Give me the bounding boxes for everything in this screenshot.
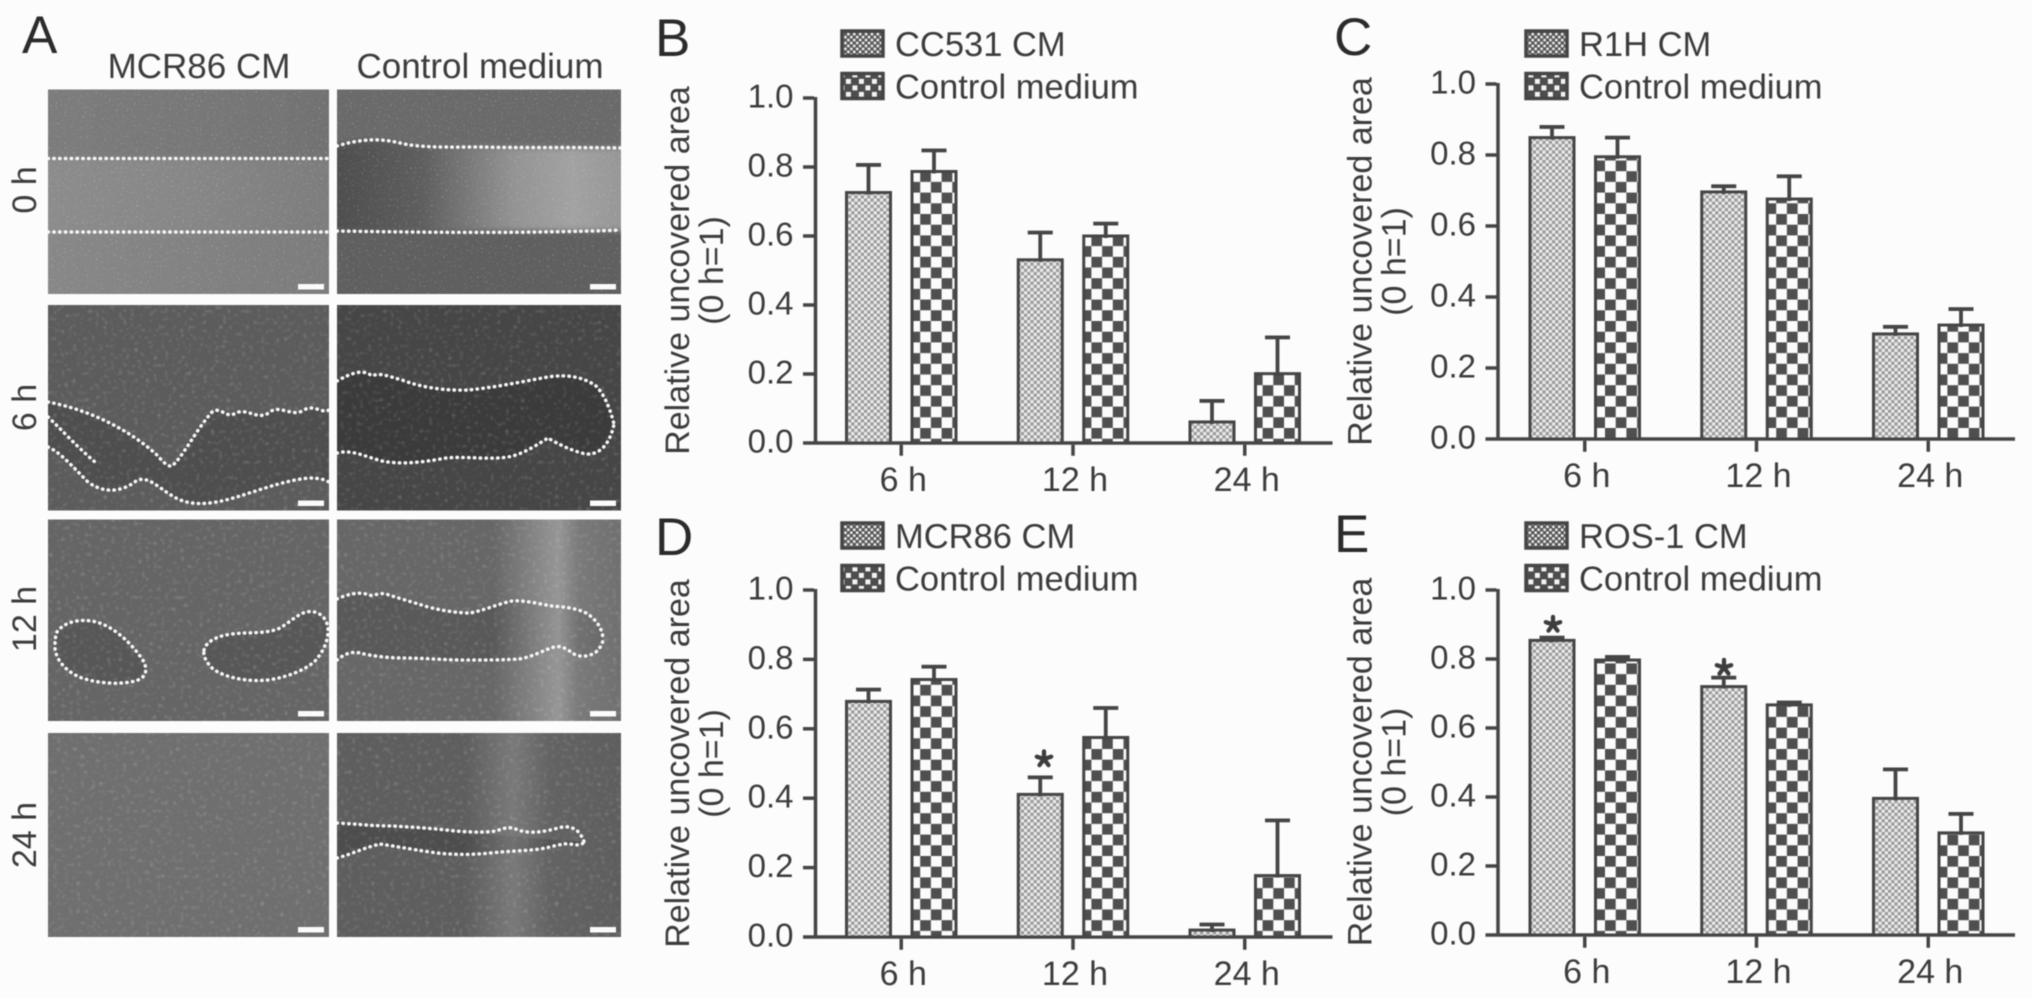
svg-text:0.0: 0.0	[1430, 419, 1476, 456]
svg-text:6 h: 6 h	[880, 461, 927, 499]
svg-text:(0 h=1): (0 h=1)	[1376, 708, 1414, 817]
svg-text:Control medium: Control medium	[356, 47, 603, 86]
svg-text:24 h: 24 h	[1214, 955, 1280, 993]
svg-text:1.0: 1.0	[748, 78, 794, 115]
svg-text:6 h: 6 h	[880, 955, 927, 993]
svg-text:(0 h=1): (0 h=1)	[693, 216, 731, 325]
svg-text:12 h: 12 h	[1725, 953, 1791, 991]
svg-text:0.4: 0.4	[1430, 777, 1476, 814]
svg-text:CC531 CM: CC531 CM	[895, 26, 1066, 64]
svg-text:MCR86 CM: MCR86 CM	[108, 47, 291, 86]
svg-text:ROS-1 CM: ROS-1 CM	[1579, 518, 1748, 556]
svg-text:A: A	[22, 6, 58, 65]
svg-text:MCR86 CM: MCR86 CM	[895, 518, 1075, 556]
svg-text:Relative uncovered area: Relative uncovered area	[659, 86, 697, 455]
svg-text:(0 h=1): (0 h=1)	[693, 709, 731, 818]
svg-text:0.8: 0.8	[1430, 639, 1476, 676]
svg-text:B: B	[655, 9, 690, 68]
svg-text:24 h: 24 h	[1214, 461, 1280, 499]
svg-text:0.8: 0.8	[748, 639, 794, 676]
svg-text:0.2: 0.2	[1430, 846, 1476, 883]
svg-text:6 h: 6 h	[6, 384, 44, 431]
svg-text:Control medium: Control medium	[1579, 561, 1823, 599]
svg-text:0.8: 0.8	[748, 147, 794, 184]
svg-text:Relative uncovered area: Relative uncovered area	[1342, 578, 1380, 947]
svg-text:R1H CM: R1H CM	[1579, 26, 1711, 64]
svg-text:6 h: 6 h	[1563, 457, 1610, 495]
svg-text:(0 h=1): (0 h=1)	[1376, 207, 1414, 316]
svg-text:0.8: 0.8	[1430, 135, 1476, 172]
svg-text:1.0: 1.0	[1430, 64, 1476, 101]
svg-text:0.6: 0.6	[1430, 708, 1476, 745]
svg-text:0.4: 0.4	[748, 285, 794, 322]
svg-text:Relative uncovered area: Relative uncovered area	[659, 579, 697, 948]
svg-text:6 h: 6 h	[1563, 953, 1610, 991]
svg-text:Control medium: Control medium	[895, 561, 1139, 599]
svg-text:0.2: 0.2	[748, 847, 794, 884]
svg-text:0.2: 0.2	[1430, 348, 1476, 385]
svg-text:0 h: 0 h	[6, 166, 44, 213]
svg-text:24 h: 24 h	[1897, 457, 1963, 495]
svg-text:0.6: 0.6	[748, 216, 794, 253]
svg-text:Relative uncovered area: Relative uncovered area	[1342, 77, 1380, 446]
svg-text:Control medium: Control medium	[895, 69, 1139, 107]
svg-text:12 h: 12 h	[1725, 457, 1791, 495]
svg-text:12 h: 12 h	[1042, 955, 1108, 993]
svg-text:0.0: 0.0	[1430, 915, 1476, 952]
svg-text:0.2: 0.2	[748, 354, 794, 391]
svg-text:0.0: 0.0	[748, 917, 794, 954]
svg-text:24 h: 24 h	[6, 802, 44, 868]
svg-text:Control medium: Control medium	[1579, 69, 1823, 107]
svg-text:0.4: 0.4	[1430, 277, 1476, 314]
svg-text:0.6: 0.6	[1430, 206, 1476, 243]
svg-text:12 h: 12 h	[6, 586, 44, 652]
svg-text:24 h: 24 h	[1897, 953, 1963, 991]
svg-text:E: E	[1334, 505, 1369, 564]
svg-text:1.0: 1.0	[748, 570, 794, 607]
svg-text:C: C	[1334, 8, 1372, 67]
svg-text:D: D	[655, 508, 693, 567]
svg-text:0.0: 0.0	[748, 423, 794, 460]
svg-text:0.4: 0.4	[748, 778, 794, 815]
svg-text:0.6: 0.6	[748, 708, 794, 745]
svg-text:1.0: 1.0	[1430, 570, 1476, 607]
svg-text:12 h: 12 h	[1042, 461, 1108, 499]
